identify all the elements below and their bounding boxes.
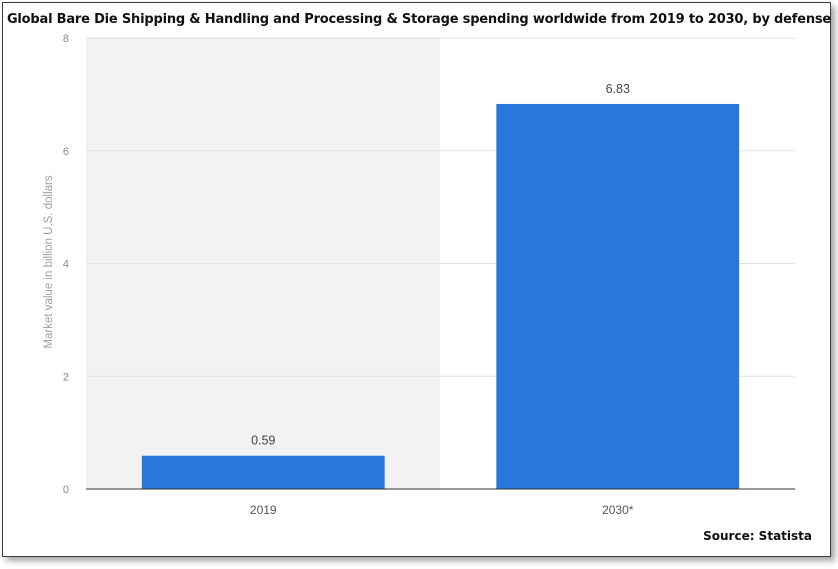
y-tick-label: 2 [63,371,69,383]
bar-value-label: 0.59 [251,434,275,448]
bars [141,103,740,490]
y-tick-label: 8 [63,33,69,45]
source-credit: Source: Statista [703,529,812,543]
y-tick-label: 6 [63,146,69,158]
x-tick-label: 2030* [602,503,634,517]
bar [496,103,740,490]
x-axis-ticks: 2019 2030* [250,503,634,517]
y-axis-label: Market value in billion U.S. dollars [43,175,55,348]
value-labels: 0.59 6.83 [251,82,630,448]
y-tick-label: 4 [63,259,69,271]
x-tick-label: 2019 [250,503,277,517]
chart-title: Global Bare Die Shipping & Handling and … [6,12,832,27]
bar-value-label: 6.83 [606,82,630,96]
y-tick-label: 0 [63,484,69,496]
bar [141,455,385,489]
y-axis-ticks: 0 2 4 6 8 [63,33,69,496]
